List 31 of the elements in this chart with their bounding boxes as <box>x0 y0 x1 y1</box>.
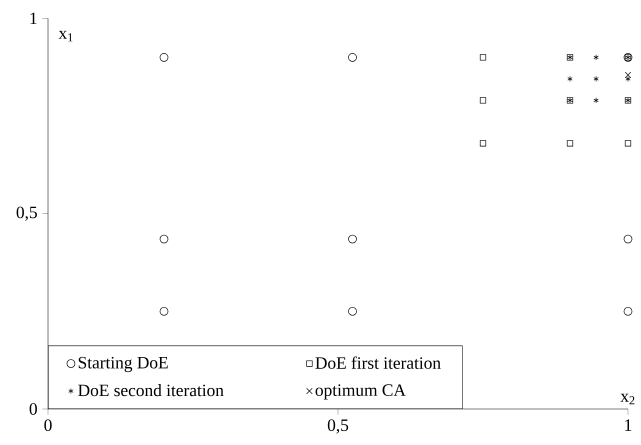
point <box>480 97 486 104</box>
x-axis-title: x$_{2}$ <box>620 394 634 404</box>
point <box>480 54 486 61</box>
point <box>160 306 168 316</box>
point <box>348 234 357 244</box>
point <box>624 306 632 316</box>
point <box>594 97 599 104</box>
point <box>624 140 632 146</box>
point <box>160 53 168 62</box>
legend-label: optimum CA <box>316 384 406 400</box>
x-tick-label: 0 <box>44 419 52 432</box>
point <box>567 76 573 82</box>
legend-label: DoE second iteration <box>78 384 224 396</box>
y-tick-label: 0,5 <box>16 206 37 221</box>
point <box>160 234 168 244</box>
y-tick-label: 1 <box>30 12 37 24</box>
point <box>624 72 632 78</box>
point <box>566 140 574 146</box>
y-axis-title: x$_{1}$ <box>58 30 73 42</box>
point <box>625 76 631 82</box>
x-tick-label: 0,5 <box>328 419 348 434</box>
point <box>348 306 357 316</box>
point <box>480 140 486 146</box>
point <box>624 234 632 244</box>
x-tick-label: 1 <box>625 419 632 431</box>
legend-label: DoE first iteration <box>315 356 441 369</box>
legend-label: Starting DoE <box>78 356 168 372</box>
point <box>594 54 599 60</box>
point <box>594 76 599 82</box>
y-tick-label: 0 <box>30 403 37 415</box>
point <box>348 53 357 62</box>
